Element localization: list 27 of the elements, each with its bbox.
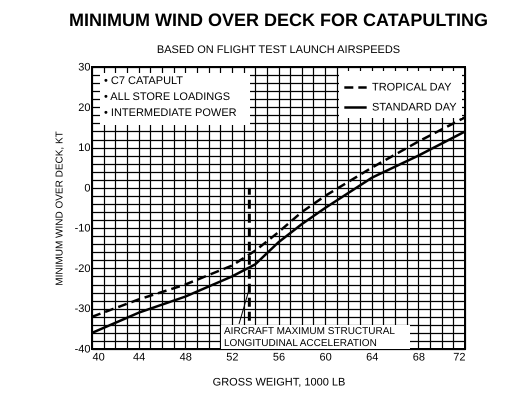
- x-tick-label: 52: [226, 352, 238, 364]
- y-tick-label: 20: [78, 102, 90, 114]
- y-tick-label: -30: [74, 303, 90, 316]
- chart-title: MINIMUM WIND OVER DECK FOR CATAPULTING: [69, 10, 488, 30]
- x-tick-label: 40: [92, 352, 105, 364]
- x-axis-title: GROSS WEIGHT, 1000 LB: [212, 376, 346, 388]
- chart-subtitle: BASED ON FLIGHT TEST LAUNCH AIRSPEEDS: [156, 44, 400, 56]
- y-tick-label: -40: [74, 344, 90, 356]
- y-tick-label: -20: [74, 262, 90, 275]
- annotation: • ALL STORE LOADINGS: [104, 91, 230, 103]
- annotation: AIRCRAFT MAXIMUM STRUCTURAL LONGITUDINAL ACCELERATION: [224, 326, 396, 349]
- x-tick-label: 56: [272, 352, 286, 364]
- x-tick-label: 44: [133, 352, 146, 364]
- y-tick-label: -10: [74, 222, 90, 235]
- annotation: • INTERMEDIATE POWER: [104, 107, 237, 119]
- x-tick-label: 48: [180, 352, 192, 364]
- y-tick-label: 30: [78, 62, 90, 74]
- x-tick-label: 72: [453, 352, 466, 364]
- x-tick-label: 60: [320, 352, 332, 364]
- y-tick-label: 10: [78, 142, 90, 154]
- legend-label: TROPICAL DAY: [372, 82, 452, 94]
- x-tick-label: 68: [412, 352, 425, 364]
- x-tick-label: 64: [366, 352, 378, 364]
- legend-label: STANDARD DAY: [372, 102, 458, 114]
- y-axis-title: MINIMUM WIND OVER DECK, KT: [54, 131, 66, 286]
- annotation: • C7 CATAPULT: [104, 75, 184, 87]
- y-tick-label: 0: [84, 182, 90, 194]
